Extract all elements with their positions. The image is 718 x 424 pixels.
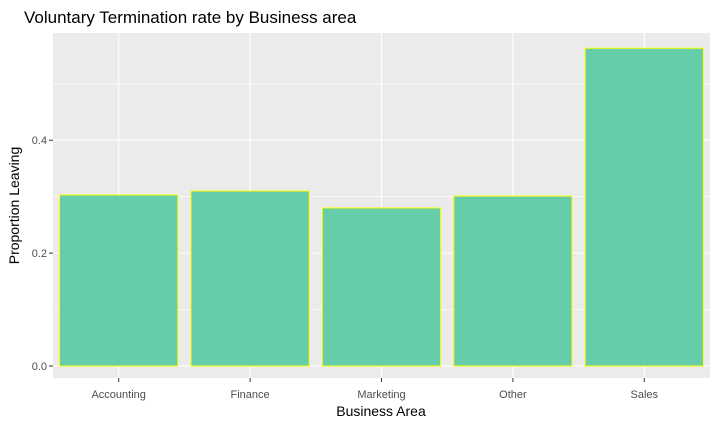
x-axis-title: Business Area xyxy=(336,403,426,419)
chart-title: Voluntary Termination rate by Business a… xyxy=(24,8,357,27)
y-axis: 0.0 0.2 0.4 xyxy=(32,135,53,373)
bar-marketing xyxy=(321,207,442,367)
bars xyxy=(59,47,704,367)
x-axis: Accounting Finance Marketing Other Sales xyxy=(91,378,659,401)
x-tick-label: Other xyxy=(499,389,527,401)
x-tick-label: Marketing xyxy=(357,389,405,401)
bar-accounting xyxy=(59,194,179,367)
bar-finance xyxy=(190,190,310,367)
bar-sales xyxy=(584,47,704,367)
bar-other xyxy=(453,195,573,367)
x-tick-label: Accounting xyxy=(91,389,145,401)
y-tick-label: 0.0 xyxy=(32,361,47,373)
y-axis-title: Proportion Leaving xyxy=(6,147,22,265)
x-tick-label: Sales xyxy=(631,389,659,401)
y-tick-label: 0.4 xyxy=(32,135,47,147)
y-tick-label: 0.2 xyxy=(32,248,47,260)
x-tick-label: Finance xyxy=(231,389,270,401)
